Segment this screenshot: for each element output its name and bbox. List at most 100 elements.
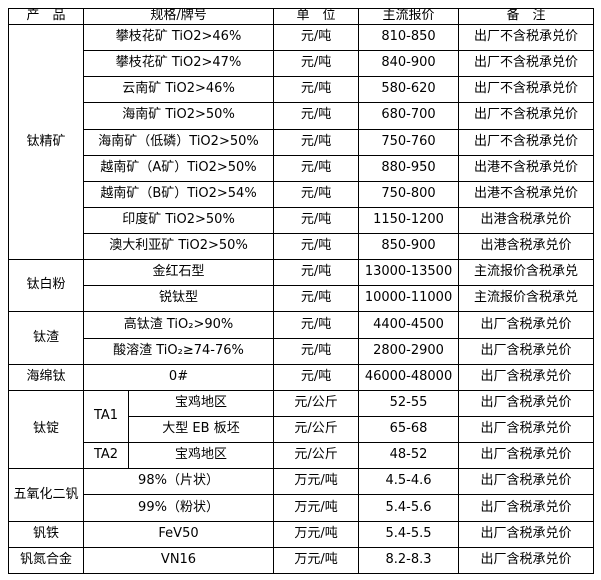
table-row: 酸溶渣 TiO₂≥74-76% 元/吨 2800-2900 出厂含税承兑价: [9, 337, 595, 365]
table-row: 钛白粉 金红石型 元/吨 13000-13500 主流报价含税承兑: [8, 259, 595, 313]
spec-cell: VN16: [82, 546, 275, 575]
price-cell: 1150-1200: [358, 206, 460, 235]
unit-cell: 万元/吨: [273, 546, 360, 575]
price-cell: 840-900: [358, 50, 460, 78]
header-product: 产 品: [8, 8, 84, 25]
spec-cell: 越南矿（A矿）TiO2>50%: [82, 154, 275, 182]
product-cell: 五氧化二钒: [8, 468, 84, 522]
unit-cell: 万元/吨: [273, 520, 360, 548]
spec-cell: 越南矿（B矿）TiO2>54%: [82, 180, 275, 208]
header-row: 产 品 规格/牌号 单 位 主流报价 备 注: [8, 8, 595, 25]
note-cell: 出港含税承兑价: [458, 206, 595, 235]
product-cell: 钒铁: [8, 520, 84, 548]
note-cell: 出厂含税承兑价: [458, 311, 595, 339]
table-row: 印度矿 TiO2>50% 元/吨 1150-1200 出港含税承兑价: [9, 206, 595, 235]
note-cell: 出港不含税承兑价: [458, 154, 595, 182]
price-cell: 580-620: [358, 76, 460, 104]
note-cell: 出厂不含税承兑价: [458, 23, 595, 52]
table-row: 大型 EB 板坯 元/公斤 65-68 出厂含税承兑价: [9, 416, 595, 444]
note-cell: 出厂含税承兑价: [458, 416, 595, 444]
note-cell: 出厂含税承兑价: [458, 520, 595, 548]
price-cell: 5.4-5.5: [358, 520, 460, 548]
header-price: 主流报价: [358, 8, 460, 25]
table-row: 钛锭 TA1 宝鸡地区 元/公斤 52-55 出厂含税承兑价: [8, 389, 595, 470]
table-row: 99%（粉状） 万元/吨 5.4-5.6 出厂含税承兑价: [9, 494, 595, 522]
price-cell: 13000-13500: [358, 259, 460, 287]
table-row: 越南矿（B矿）TiO2>54% 元/吨 750-800 出港不含税承兑价: [9, 180, 595, 208]
unit-cell: 元/吨: [273, 23, 360, 52]
product-cell: 钛精矿: [8, 23, 84, 261]
spec-cell: 澳大利亚矿 TiO2>50%: [82, 233, 275, 261]
unit-cell: 元/吨: [273, 76, 360, 104]
price-table: 产 品 规格/牌号 单 位 主流报价 备 注 钛精矿 攀枝花矿 TiO2>46%…: [8, 8, 595, 575]
price-cell: 4400-4500: [358, 311, 460, 339]
unit-cell: 元/吨: [273, 128, 360, 156]
price-cell: 5.4-5.6: [358, 494, 460, 522]
spec-cell: 海南矿 TiO2>50%: [82, 102, 275, 130]
note-cell: 出厂含税承兑价: [458, 389, 595, 418]
table-row: 云南矿 TiO2>46% 元/吨 580-620 出厂不含税承兑价: [9, 76, 595, 104]
spec-cell: 98%（片状）: [82, 468, 275, 496]
note-cell: 出厂不含税承兑价: [458, 50, 595, 78]
spec-cell: 宝鸡地区: [127, 442, 275, 470]
table-row: 锐钛型 元/吨 10000-11000 主流报价含税承兑: [9, 285, 595, 313]
price-cell: 750-760: [358, 128, 460, 156]
unit-cell: 元/公斤: [273, 389, 360, 418]
price-cell: 850-900: [358, 233, 460, 261]
spec-cell: 印度矿 TiO2>50%: [82, 206, 275, 235]
unit-cell: 元/吨: [273, 180, 360, 208]
unit-cell: 万元/吨: [273, 468, 360, 496]
price-cell: 4.5-4.6: [358, 468, 460, 496]
unit-cell: 元/吨: [273, 206, 360, 235]
table-row: 越南矿（A矿）TiO2>50% 元/吨 880-950 出港不含税承兑价: [9, 154, 595, 182]
price-table-container: 产 品 规格/牌号 单 位 主流报价 备 注 钛精矿 攀枝花矿 TiO2>46%…: [8, 8, 595, 575]
unit-cell: 元/公斤: [273, 442, 360, 470]
note-cell: 出厂不含税承兑价: [458, 76, 595, 104]
spec-cell: 高钛渣 TiO₂>90%: [82, 311, 275, 339]
table-row: 海南矿（低磷）TiO2>50% 元/吨 750-760 出厂不含税承兑价: [9, 128, 595, 156]
table-row: 钛精矿 攀枝花矿 TiO2>46% 元/吨 810-850 出厂不含税承兑价: [8, 23, 595, 261]
table-row: 澳大利亚矿 TiO2>50% 元/吨 850-900 出港含税承兑价: [9, 233, 595, 261]
price-cell: 48-52: [358, 442, 460, 470]
product-cell: 钛锭: [8, 389, 84, 470]
grade-cell: TA2: [83, 442, 129, 470]
price-cell: 810-850: [358, 23, 460, 52]
spec-cell: 云南矿 TiO2>46%: [82, 76, 275, 104]
note-cell: 出厂含税承兑价: [458, 468, 595, 496]
note-cell: 出厂不含税承兑价: [458, 102, 595, 130]
unit-cell: 元/吨: [273, 311, 360, 339]
price-cell: 10000-11000: [358, 285, 460, 313]
product-cell: 钛渣: [8, 311, 84, 365]
note-cell: 出厂含税承兑价: [458, 337, 595, 365]
table-row: 海绵钛 0# 元/吨 46000-48000 出厂含税承兑价: [8, 363, 595, 391]
spec-cell: 99%（粉状）: [82, 494, 275, 522]
note-cell: 主流报价含税承兑: [458, 285, 595, 313]
unit-cell: 元/吨: [273, 285, 360, 313]
spec-cell: FeV50: [82, 520, 275, 548]
unit-cell: 元/吨: [273, 233, 360, 261]
note-cell: 出厂含税承兑价: [458, 546, 595, 575]
note-cell: 出厂含税承兑价: [458, 494, 595, 522]
spec-cell: 0#: [82, 363, 275, 391]
table-row: 攀枝花矿 TiO2>47% 元/吨 840-900 出厂不含税承兑价: [9, 50, 595, 78]
product-cell: 钛白粉: [8, 259, 84, 313]
grade-cell: TA1: [83, 389, 129, 444]
spec-cell: 海南矿（低磷）TiO2>50%: [82, 128, 275, 156]
spec-cell: 锐钛型: [82, 285, 275, 313]
price-cell: 680-700: [358, 102, 460, 130]
price-cell: 750-800: [358, 180, 460, 208]
product-cell: 钒氮合金: [8, 546, 84, 575]
price-cell: 2800-2900: [358, 337, 460, 365]
price-cell: 8.2-8.3: [358, 546, 460, 575]
price-cell: 52-55: [358, 389, 460, 418]
unit-cell: 元/公斤: [273, 416, 360, 444]
table-row: 五氧化二钒 98%（片状） 万元/吨 4.5-4.6 出厂含税承兑价: [8, 468, 595, 522]
spec-cell: 攀枝花矿 TiO2>47%: [82, 50, 275, 78]
price-cell: 65-68: [358, 416, 460, 444]
header-spec: 规格/牌号: [82, 8, 275, 25]
unit-cell: 元/吨: [273, 154, 360, 182]
unit-cell: 元/吨: [273, 50, 360, 78]
note-cell: 主流报价含税承兑: [458, 259, 595, 287]
unit-cell: 元/吨: [273, 363, 360, 391]
note-cell: 出港不含税承兑价: [458, 180, 595, 208]
